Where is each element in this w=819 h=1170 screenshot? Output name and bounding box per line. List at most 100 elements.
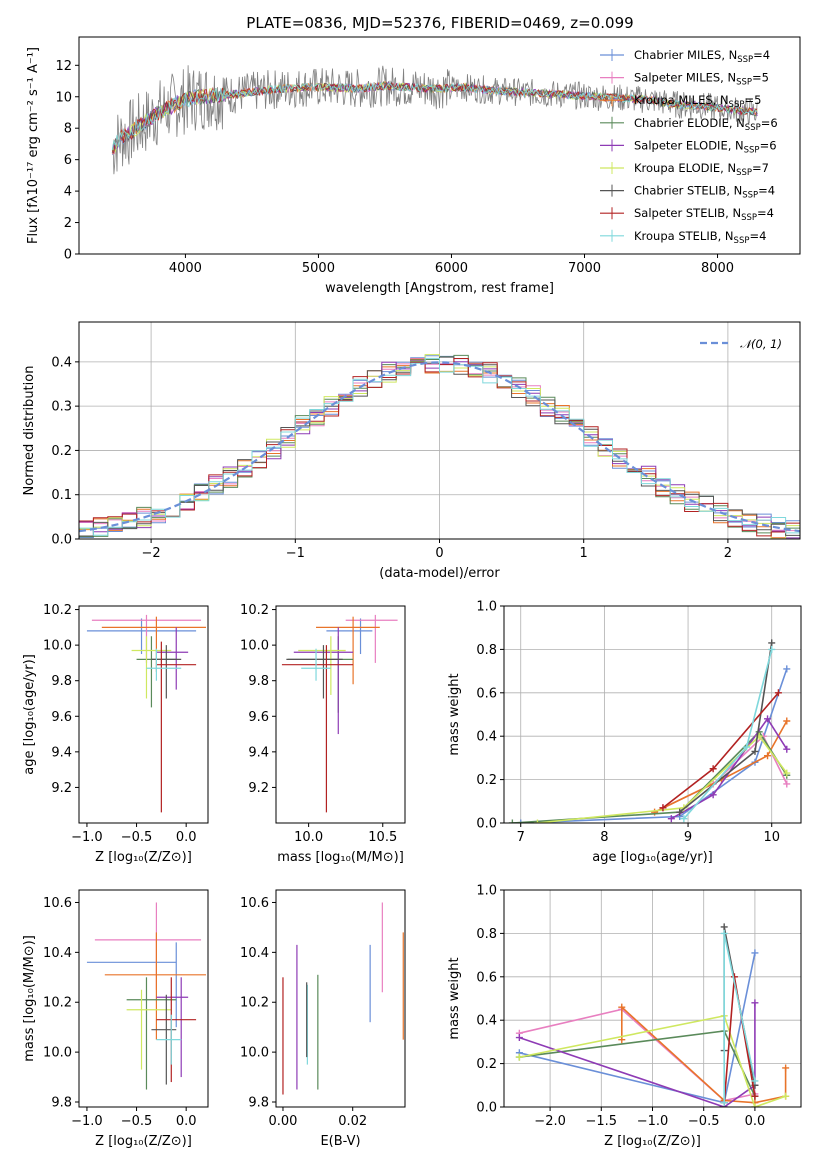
normal-curve [79,361,800,533]
weight-point-chabrier_miles [783,665,791,673]
y-tick-label: 0.8 [476,927,497,942]
x-axis-label: Z [log₁₀(Z/Z⊙)] [604,1134,701,1149]
weight-point-kroupa_miles [764,752,772,760]
figure-title: PLATE=0836, MJD=52376, FIBERID=0469, z=0… [246,14,633,32]
legend-label-text: Kroupa ELODIE, N [634,161,736,175]
legend-label-tail: =4 [758,184,775,198]
x-tick-label: 0.00 [268,1114,297,1129]
y-tick-label: 9.8 [51,1096,72,1111]
y-tick-label: 0.2 [476,773,497,788]
weight-line-kroupa_miles [621,1005,787,1104]
x-tick-label: −2 [142,546,161,561]
weight-line-kroupa_miles [654,720,788,813]
weight-point-kroupa_stelib [720,929,728,937]
panel-age-vs-Z: −1.0 −0.5 0.0 9.2 9.4 9.6 9.8 10.0 10.2 Z [log₁₀(… [22,603,209,865]
panel-residual-histogram: −2 −1 0 1 2 0.0 0.1 0.2 0.3 0.4 (data-model)/error… [22,321,801,581]
model-line-kroupa_stelib [111,82,758,150]
x-tick-label: 2 [724,546,732,561]
x-tick-label: 10 [763,830,780,845]
legend-label-sub: SSP [741,213,757,223]
x-tick-label: −1.0 [71,1114,103,1129]
legend-label-tail: =5 [744,93,761,107]
weight-point-kroupa_stelib [768,645,776,653]
plot-area [111,65,758,175]
weight-line-kroupa_elodie [519,1014,786,1107]
plot-area [79,354,800,539]
weight-point-kroupa_elodie [533,819,541,823]
y-tick-label: 8 [64,122,72,137]
legend-label-text: Kroupa STELIB, N [634,229,734,243]
y-tick-label: 4 [64,185,72,200]
y-tick-label: 9.8 [248,1096,269,1111]
weight-point-salpeter_elodie [764,715,772,723]
x-tick-label: −1.0 [637,1114,669,1129]
legend-label-text: Chabrier STELIB, N [634,184,742,198]
legend-label-normal: 𝒩(0, 1) [740,337,782,351]
y-axis-label: mass weight [447,673,462,755]
weight-point-kroupa_stelib [751,1077,759,1085]
legend-label-chabrier_stelib: Chabrier STELIB, NSSP=4 [634,184,775,201]
weight-point-salpeter_stelib [709,765,717,773]
x-tick-label: 5000 [302,261,335,276]
legend-label-tail: =4 [749,229,766,243]
y-tick-label: 9.6 [248,710,269,725]
axes-frame [503,889,802,1108]
y-tick-label: 10.6 [240,896,269,911]
weight-point-kroupa_miles [783,717,791,725]
y-tick-label: 6 [64,153,72,168]
y-tick-label: 0.0 [51,533,72,548]
weight-line-chabrier_miles [519,952,756,1104]
y-tick-label: 0.4 [51,355,72,370]
legend-label-sub: SSP [734,236,750,246]
x-tick-label: 6000 [435,261,468,276]
legend-label-tail: =4 [757,206,774,220]
plot-area [515,923,790,1107]
legend-label-sub: SSP [745,123,761,133]
legend-label-kroupa_stelib: Kroupa STELIB, NSSP=4 [634,229,766,246]
x-tick-label: 0 [435,546,443,561]
y-axis-label: Normed distribution [22,366,37,496]
y-tick-label: 0.8 [476,643,497,658]
weight-point-kroupa_elodie [751,1103,759,1107]
legend-label-tail: =6 [760,138,777,152]
plot-area [508,639,791,823]
y-tick-label: 0.3 [51,400,72,415]
weight-point-chabrier_stelib [751,747,759,755]
y-tick-label: 10.2 [43,603,72,618]
legend-label-kroupa_miles: Kroupa MILES, NSSP=5 [634,93,761,110]
x-tick-label: 7000 [568,261,601,276]
legend-label-salpeter_stelib: Salpeter STELIB, NSSP=4 [634,206,774,223]
weight-point-salpeter_miles [783,780,791,788]
y-axis-label: mass [log₁₀(M/M⊙)] [22,935,37,1062]
y-tick-label: 10.4 [43,946,72,961]
x-axis-label: age [log₁₀(age/yr)] [592,850,713,865]
weight-point-salpeter_elodie [515,1034,523,1042]
x-tick-label: −0.5 [121,830,153,845]
y-tick-label: 10.4 [240,946,269,961]
legend-label-sub: SSP [729,100,745,110]
x-tick-label: −1 [286,546,305,561]
weight-point-chabrier_miles [751,949,759,957]
legend-label-tail: =5 [752,71,769,85]
legend-label-text: Salpeter STELIB, N [634,206,741,220]
weight-point-chabrier_stelib [676,808,684,816]
weight-line-kroupa_elodie [537,734,788,823]
x-axis-label: wavelength [Angstrom, rest frame] [325,281,554,296]
legend-label-text: Salpeter MILES, N [634,71,736,85]
y-tick-label: 9.8 [248,674,269,689]
weight-point-salpeter_stelib [751,1092,759,1100]
weight-point-kroupa_elodie [783,769,791,777]
y-tick-label: 1.0 [476,600,497,615]
axes-frame [78,36,801,255]
y-tick-label: 10.0 [240,1046,269,1061]
legend-label-text: Salpeter ELODIE, N [634,138,744,152]
panel-mass-weight-vs-age: 7 8 9 10 0.0 0.2 0.4 0.6 0.8 1.0 age [log₁₀(age/yr… [447,600,802,865]
y-tick-label: 9.8 [51,674,72,689]
y-tick-label: 9.6 [51,710,72,725]
legend-label-text: Chabrier MILES, N [634,48,737,62]
legend-label-sub: SSP [736,78,752,88]
x-tick-label: 0.0 [176,1114,197,1129]
legend-label-sub: SSP [737,55,753,65]
